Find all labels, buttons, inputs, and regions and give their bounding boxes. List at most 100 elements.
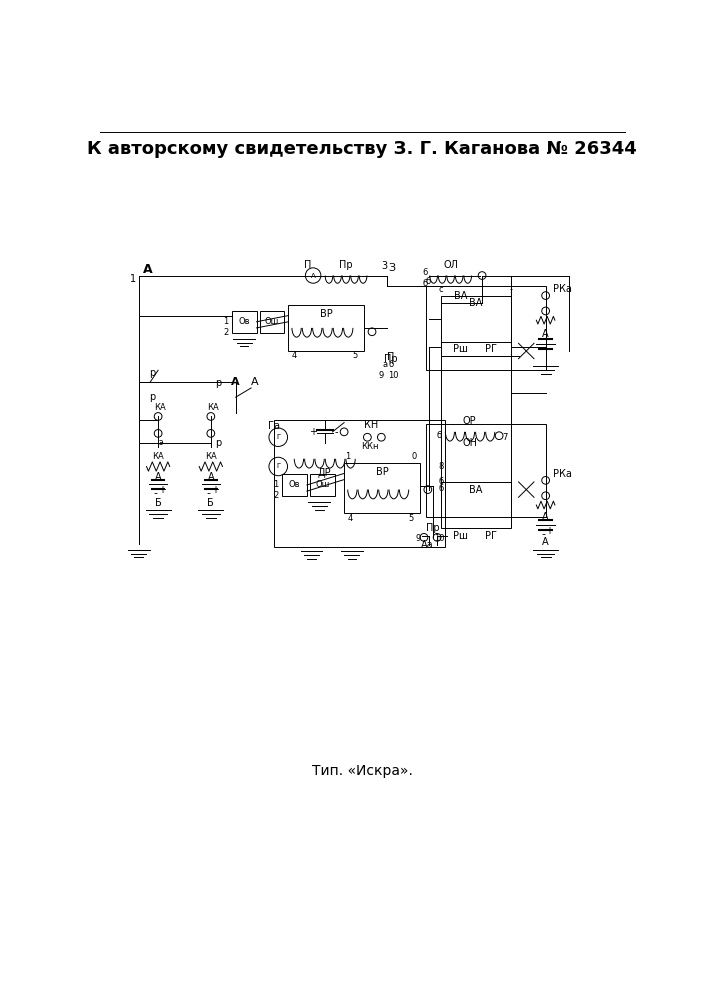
Text: А: А <box>144 263 153 276</box>
Text: ВА: ВА <box>454 291 467 301</box>
Text: Ов: Ов <box>288 480 300 489</box>
Text: 0: 0 <box>411 452 416 461</box>
Text: 2: 2 <box>223 328 228 337</box>
Text: а: а <box>382 360 387 369</box>
Bar <box>426 286 546 370</box>
Text: 1: 1 <box>274 480 279 489</box>
Text: 8: 8 <box>438 462 444 471</box>
Text: Рш: Рш <box>453 344 468 354</box>
Text: А: А <box>155 472 161 482</box>
Text: П: П <box>304 260 311 270</box>
Bar <box>259 311 284 333</box>
Text: 9: 9 <box>379 371 384 380</box>
Text: 5: 5 <box>408 514 414 523</box>
Text: ККн: ККн <box>361 442 378 451</box>
Text: A: A <box>311 273 315 279</box>
Text: 7: 7 <box>502 433 507 442</box>
Text: 1: 1 <box>344 452 350 461</box>
Text: р: р <box>216 378 222 388</box>
Bar <box>232 311 257 333</box>
Text: 3: 3 <box>381 261 387 271</box>
Text: -: - <box>509 285 513 294</box>
Text: 1: 1 <box>223 317 228 326</box>
Text: +: + <box>546 526 554 536</box>
Text: А: А <box>231 377 240 387</box>
Text: 4: 4 <box>348 514 353 523</box>
Bar <box>274 420 445 547</box>
Text: -: - <box>542 529 545 539</box>
Text: ВР: ВР <box>320 309 333 319</box>
Text: ОН: ОН <box>462 438 477 448</box>
Text: Га: Га <box>269 421 281 431</box>
Text: КА: КА <box>207 403 219 412</box>
Text: Г: Г <box>276 464 280 470</box>
Text: ВР: ВР <box>375 467 388 477</box>
Text: З: З <box>389 263 396 273</box>
Text: б: б <box>425 277 431 286</box>
Text: П: П <box>387 352 395 362</box>
Text: А: А <box>542 512 549 522</box>
Text: А: А <box>208 472 214 482</box>
Text: 2: 2 <box>274 491 279 500</box>
Text: -: - <box>334 427 338 437</box>
Text: р: р <box>150 392 156 402</box>
Text: ДР: ДР <box>318 468 332 478</box>
Text: РКа: РКа <box>554 284 572 294</box>
Bar <box>344 463 420 513</box>
Text: Пр: Пр <box>339 260 353 270</box>
Text: 4: 4 <box>292 351 297 360</box>
Text: КА: КА <box>155 403 166 412</box>
Text: -: - <box>154 488 158 498</box>
Text: +: + <box>309 427 317 437</box>
Text: КА: КА <box>205 452 217 461</box>
Text: А: А <box>542 329 549 339</box>
Text: б: б <box>389 360 394 369</box>
Text: РКа: РКа <box>554 469 572 479</box>
Bar <box>288 305 364 351</box>
Text: Г: Г <box>276 434 280 440</box>
Text: ОЛ: ОЛ <box>443 260 459 270</box>
Text: А: А <box>542 537 549 547</box>
Text: +: + <box>211 485 218 495</box>
Text: Рш: Рш <box>453 531 468 541</box>
Text: ВА: ВА <box>469 485 483 495</box>
Text: Ов: Ов <box>238 317 250 326</box>
Bar <box>441 296 510 342</box>
Text: б: б <box>423 279 428 288</box>
Text: РГ: РГ <box>486 531 498 541</box>
Bar <box>441 482 510 528</box>
Text: р: р <box>150 368 156 378</box>
Text: А: А <box>251 377 259 387</box>
Text: Б: Б <box>155 498 161 508</box>
Text: ОР: ОР <box>463 416 477 426</box>
Text: Ош: Ош <box>265 317 279 326</box>
Bar <box>426 424 546 517</box>
Text: б: б <box>438 484 443 493</box>
Bar <box>310 474 335 496</box>
Text: Ош: Ош <box>315 480 329 489</box>
Text: 1: 1 <box>130 274 136 284</box>
Text: б: б <box>438 477 443 486</box>
Text: 10: 10 <box>434 534 445 543</box>
Text: Пр: Пр <box>426 523 440 533</box>
Text: э: э <box>158 438 163 447</box>
Text: 9: 9 <box>415 534 421 543</box>
Text: р: р <box>216 438 222 448</box>
Text: Б: Б <box>207 498 214 508</box>
Text: К авторскому свидетельству З. Г. Каганова № 26344: К авторскому свидетельству З. Г. Каганов… <box>87 140 637 158</box>
Text: с: с <box>438 285 443 294</box>
Text: ВА: ВА <box>469 298 483 308</box>
Text: 6: 6 <box>423 268 428 277</box>
Text: -: - <box>206 488 211 498</box>
Text: КА: КА <box>152 452 164 461</box>
Bar <box>282 474 307 496</box>
Text: +: + <box>158 485 166 495</box>
Text: РГ: РГ <box>486 344 498 354</box>
Text: Пр: Пр <box>384 354 397 364</box>
Text: б: б <box>436 431 441 440</box>
Text: 5: 5 <box>352 351 358 360</box>
Text: КН: КН <box>364 420 378 430</box>
Text: 10: 10 <box>387 371 398 380</box>
Text: Тип. «Искра».: Тип. «Искра». <box>312 764 412 778</box>
Text: Аа: Аа <box>421 540 433 550</box>
